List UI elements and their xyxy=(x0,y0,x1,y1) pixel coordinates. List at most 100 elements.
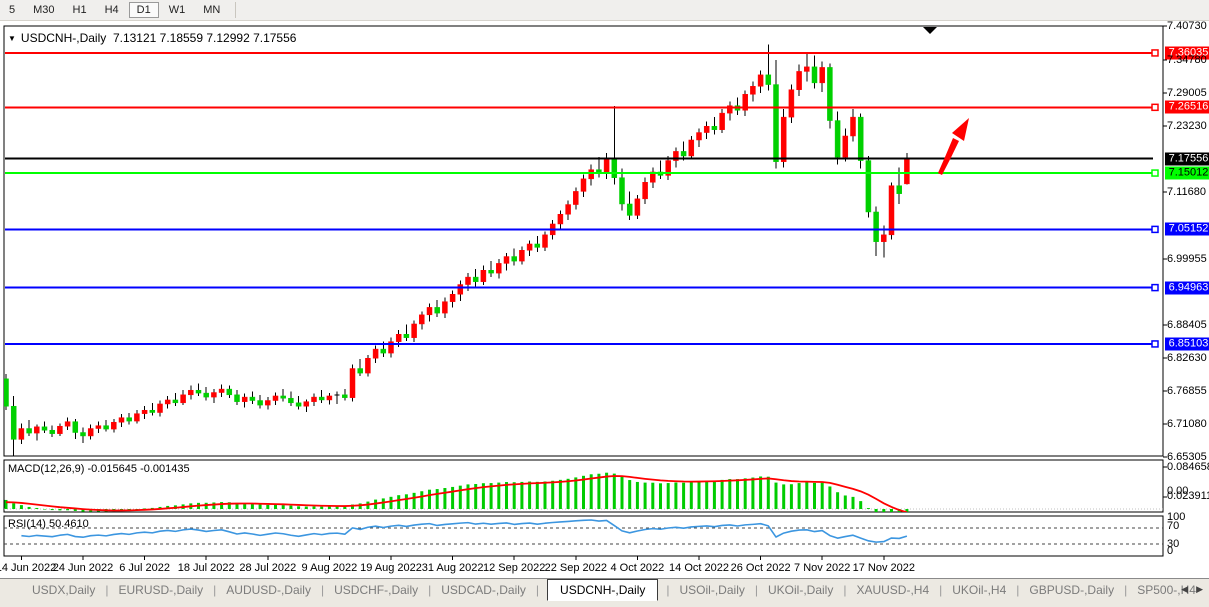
macd-bar xyxy=(797,483,801,509)
macd-bar xyxy=(643,482,647,509)
timeframe-button-d1[interactable]: D1 xyxy=(128,2,159,18)
macd-bar xyxy=(697,481,701,509)
timeframe-button-w1[interactable]: W1 xyxy=(168,4,186,16)
macd-bar xyxy=(212,502,216,509)
macd-bar xyxy=(43,509,46,510)
candle-bullish xyxy=(326,395,333,401)
rsi-polyline xyxy=(21,519,908,543)
candle-bullish xyxy=(426,307,433,316)
candle-bullish xyxy=(542,234,548,248)
tab-usdcnh-daily[interactable]: USDCNH-,Daily xyxy=(547,579,659,601)
date-label: 9 Aug 2022 xyxy=(301,562,358,574)
tab-separator: | xyxy=(754,583,758,597)
price-tick-label: 6.76855 xyxy=(1167,385,1207,398)
macd-bar xyxy=(651,482,655,509)
macd-bar xyxy=(605,472,609,509)
macd-bar xyxy=(243,503,247,509)
date-label: 18 Jul 2022 xyxy=(177,562,235,574)
tab-ukoil-h4[interactable]: UKOil-,H4 xyxy=(952,583,1007,597)
chart-shift-end-marker xyxy=(923,27,937,34)
candle-bearish xyxy=(26,428,32,434)
macd-bar xyxy=(4,499,8,509)
macd-bar xyxy=(543,481,547,509)
tab-usdchf-daily[interactable]: USDCHF-,Daily xyxy=(334,583,419,597)
tab-usoil-daily[interactable]: USOil-,Daily xyxy=(679,583,745,597)
macd-axis-label: 0.00 xyxy=(1167,485,1189,497)
tab-sp500-h4[interactable]: SP500-,H4 xyxy=(1137,583,1196,597)
macd-bar xyxy=(820,482,824,509)
candle-bullish xyxy=(904,158,910,185)
macd-bar xyxy=(150,507,154,509)
price-line-label-6.94963: 6.94963 xyxy=(1165,281,1209,295)
signal-polyline xyxy=(5,475,908,512)
tab-ukoil-daily[interactable]: UKOil-,Daily xyxy=(767,583,834,597)
candle-bearish xyxy=(403,333,410,338)
macd-bar xyxy=(489,483,493,509)
macd-bar xyxy=(404,494,408,509)
macd-bar xyxy=(905,509,909,512)
price-tick-label: 7.34780 xyxy=(1167,54,1207,67)
timeframe-button-h4[interactable]: H4 xyxy=(104,4,119,16)
price-line-label-7.36035: 7.36035 xyxy=(1165,46,1209,60)
macd-bar xyxy=(351,504,354,509)
price-tick-label: 7.11680 xyxy=(1167,186,1206,199)
rsi-axis-label: 100 xyxy=(1167,511,1186,523)
trend-arrow-annotation[interactable] xyxy=(938,118,969,175)
candle-bearish xyxy=(203,392,209,398)
timeframe-button-m30[interactable]: M30 xyxy=(33,4,55,16)
macd-bar xyxy=(420,491,424,509)
candle-bullish xyxy=(742,94,748,111)
candle-bearish xyxy=(195,389,202,394)
date-label: 22 Sep 2022 xyxy=(544,562,607,574)
chevron-down-icon[interactable]: ▼ xyxy=(8,34,16,43)
candle-bullish xyxy=(573,191,579,205)
timeframe-button-h1[interactable]: H1 xyxy=(72,4,87,16)
price-tick-label: 6.71080 xyxy=(1167,418,1207,431)
macd-bar xyxy=(281,505,285,509)
tab-scroll-right-icon[interactable]: ▶ xyxy=(1196,584,1203,594)
tab-audusd-daily[interactable]: AUDUSD-,Daily xyxy=(226,583,311,597)
price-line-label-7.26516: 7.26516 xyxy=(1165,100,1209,114)
timeframe-button-5[interactable]: 5 xyxy=(9,4,16,16)
tab-eurusd-daily[interactable]: EURUSD-,Daily xyxy=(118,583,204,597)
tab-xauusd-h4[interactable]: XAUUSD-,H4 xyxy=(856,583,930,597)
tab-scroll-left-icon[interactable]: ◀ xyxy=(1181,584,1189,594)
macd-bar xyxy=(520,481,524,509)
tab-gbpusd-daily[interactable]: GBPUSD-,Daily xyxy=(1029,583,1115,597)
candle-bullish xyxy=(719,112,725,130)
macd-bar xyxy=(327,506,331,509)
candle-bullish xyxy=(526,243,533,251)
tab-usdx-daily[interactable]: USDX,Daily xyxy=(32,583,96,597)
candle-bullish xyxy=(804,66,810,72)
candle-bullish xyxy=(34,426,40,434)
macd-bar xyxy=(289,505,293,509)
macd-bar xyxy=(851,496,855,509)
macd-bar xyxy=(143,508,147,509)
tab-usdcad-daily[interactable]: USDCAD-,Daily xyxy=(441,583,526,597)
candle-bullish xyxy=(580,178,587,192)
price-tick-label: 6.65305 xyxy=(1167,451,1207,464)
candle-bullish xyxy=(349,368,356,398)
date-label: 6 Jul 2022 xyxy=(119,562,170,574)
candle-bearish xyxy=(488,270,494,274)
candle-bearish xyxy=(295,402,302,407)
candle-bearish xyxy=(318,396,325,401)
date-label: 31 Aug 2022 xyxy=(421,562,484,574)
candle-bullish xyxy=(565,204,571,215)
macd-bar xyxy=(789,484,793,509)
rsi-indicator-label: RSI(14) 50.4610 xyxy=(8,518,89,530)
price-tick-label: 6.82630 xyxy=(1167,352,1207,365)
candle-bearish xyxy=(873,211,879,242)
candle-bullish xyxy=(465,276,471,285)
candle-bullish xyxy=(388,341,394,354)
candle-bullish xyxy=(603,158,610,174)
price-line-label-7.17556: 7.17556 xyxy=(1165,152,1209,166)
macd-bar xyxy=(682,482,686,509)
candle-bullish xyxy=(673,151,679,161)
macd-bar xyxy=(27,506,31,509)
arrow-shaft xyxy=(938,138,959,175)
timeframe-button-mn[interactable]: MN xyxy=(203,4,221,16)
line-endpoint-marker xyxy=(1151,103,1159,112)
macd-bar xyxy=(512,482,516,509)
